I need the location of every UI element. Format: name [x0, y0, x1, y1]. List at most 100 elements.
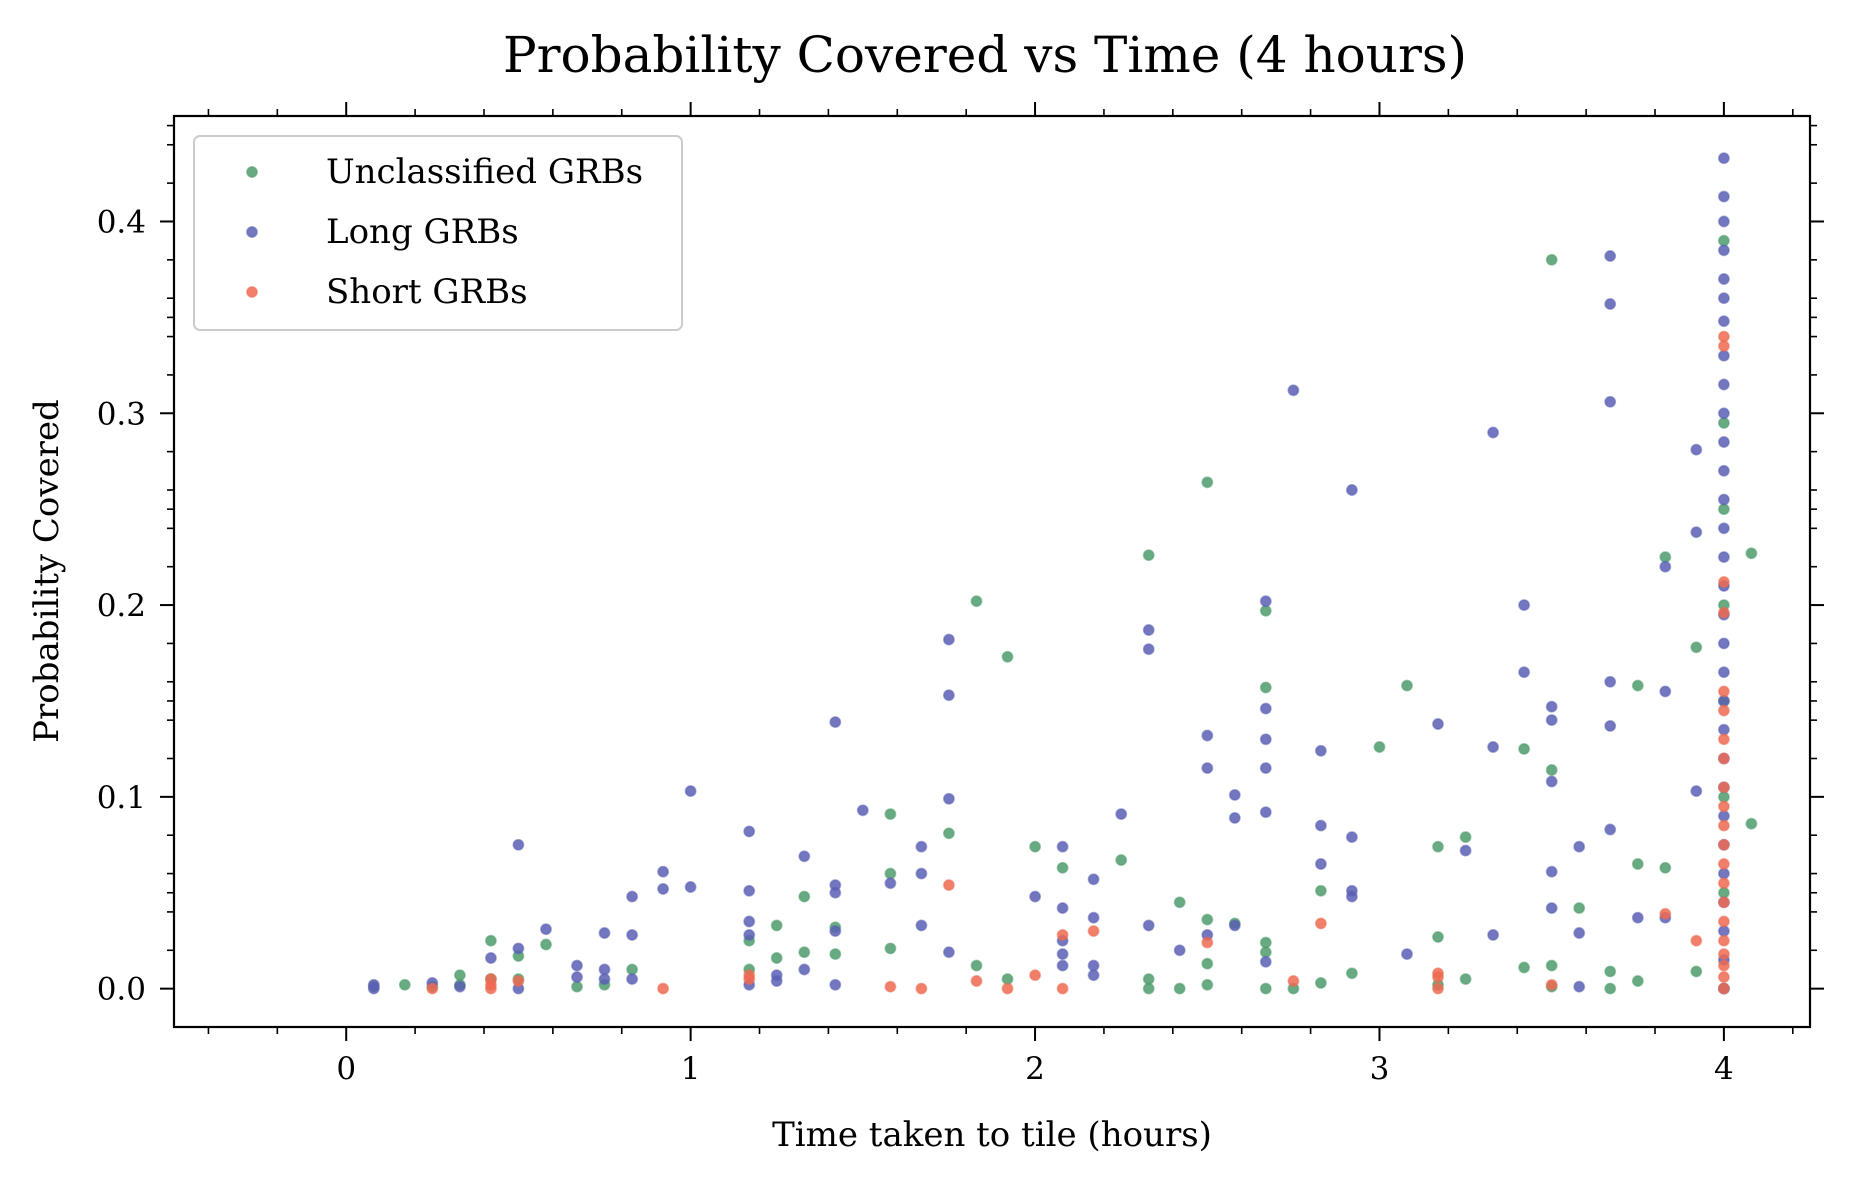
data-point	[1087, 969, 1100, 982]
data-point	[1545, 764, 1558, 776]
data-point	[1314, 976, 1327, 989]
data-point	[1631, 679, 1644, 692]
data-point	[1142, 982, 1155, 995]
x-tick-label: 4	[1714, 1051, 1734, 1087]
series-2	[426, 330, 1730, 995]
data-point	[1717, 407, 1730, 420]
data-point	[1029, 840, 1042, 853]
data-point	[1717, 340, 1730, 353]
data-point	[1056, 861, 1069, 874]
series-0	[367, 234, 1758, 995]
data-point	[942, 946, 955, 959]
legend-item: Unclassified GRBs	[246, 152, 643, 192]
x-tick-label: 3	[1370, 1051, 1390, 1087]
data-point	[1659, 861, 1672, 874]
data-point	[626, 973, 639, 986]
data-point	[798, 963, 811, 976]
data-point	[626, 890, 639, 903]
data-point	[1259, 955, 1272, 968]
plot-marks	[367, 152, 1758, 995]
data-point	[453, 980, 466, 993]
data-point	[829, 925, 842, 938]
data-point	[1201, 957, 1214, 970]
data-point	[1717, 896, 1730, 909]
data-point	[1717, 493, 1730, 506]
data-point	[1459, 844, 1472, 857]
data-point	[426, 982, 439, 995]
y-tick-label: 0.0	[97, 972, 146, 1008]
data-point	[1056, 948, 1069, 961]
data-point	[1545, 775, 1558, 788]
data-point	[829, 886, 842, 899]
data-point	[884, 808, 897, 821]
data-point	[1717, 982, 1730, 995]
data-point	[1259, 806, 1272, 819]
data-point	[1401, 679, 1413, 692]
legend-label: Long GRBs	[326, 212, 519, 252]
data-point	[743, 928, 756, 941]
data-point	[1690, 641, 1703, 654]
axis-ticks: 0 1 2 3 4 0.0 0.1 0.2 0.3 0.4	[97, 102, 1824, 1087]
data-point	[1717, 273, 1730, 285]
data-point	[453, 969, 466, 982]
data-point	[484, 952, 497, 964]
data-point	[743, 825, 756, 838]
data-point	[1717, 436, 1730, 448]
data-point	[1459, 973, 1472, 986]
data-point	[1545, 978, 1558, 991]
legend-marker	[246, 166, 258, 178]
data-point	[1142, 643, 1155, 656]
data-point	[1690, 965, 1703, 978]
data-point	[1345, 967, 1358, 980]
data-point	[1201, 762, 1214, 775]
data-point	[598, 973, 611, 986]
data-point	[1690, 934, 1703, 947]
data-point	[1228, 919, 1241, 932]
data-point	[970, 975, 983, 987]
legend-box	[193, 135, 683, 331]
data-point	[1659, 685, 1672, 698]
data-point	[1717, 315, 1730, 328]
data-point	[856, 804, 869, 817]
data-point	[571, 980, 583, 993]
data-point	[1717, 971, 1730, 984]
data-point	[829, 978, 842, 991]
data-point	[1173, 982, 1186, 995]
data-point	[1545, 959, 1558, 972]
data-point	[1259, 681, 1272, 694]
data-point	[1604, 982, 1617, 995]
data-point	[1604, 395, 1617, 408]
data-point	[626, 928, 639, 941]
data-point	[1115, 808, 1128, 821]
data-point	[743, 884, 756, 897]
data-point	[915, 919, 928, 932]
data-point	[571, 971, 583, 984]
data-point	[1087, 873, 1100, 886]
data-point	[770, 952, 783, 964]
data-point	[1545, 253, 1558, 266]
data-point	[1201, 729, 1214, 742]
data-point	[1201, 476, 1214, 489]
data-point	[1314, 917, 1327, 930]
data-point	[1573, 840, 1586, 853]
data-point	[1717, 781, 1730, 794]
data-point	[367, 982, 380, 995]
data-point	[1518, 666, 1531, 679]
data-point	[1432, 840, 1444, 853]
data-point	[1745, 817, 1758, 830]
legend-label: Short GRBs	[326, 272, 528, 312]
data-point	[1401, 948, 1413, 961]
data-point	[1717, 948, 1730, 961]
data-point	[657, 882, 670, 895]
data-point	[1259, 946, 1272, 959]
data-point	[1259, 936, 1272, 949]
data-point	[1001, 650, 1014, 663]
data-point	[1717, 877, 1730, 890]
data-point	[743, 915, 756, 928]
data-point	[970, 959, 983, 972]
data-point	[1717, 551, 1730, 564]
data-point	[1115, 854, 1128, 867]
data-point	[1717, 606, 1730, 619]
data-point	[484, 934, 497, 947]
